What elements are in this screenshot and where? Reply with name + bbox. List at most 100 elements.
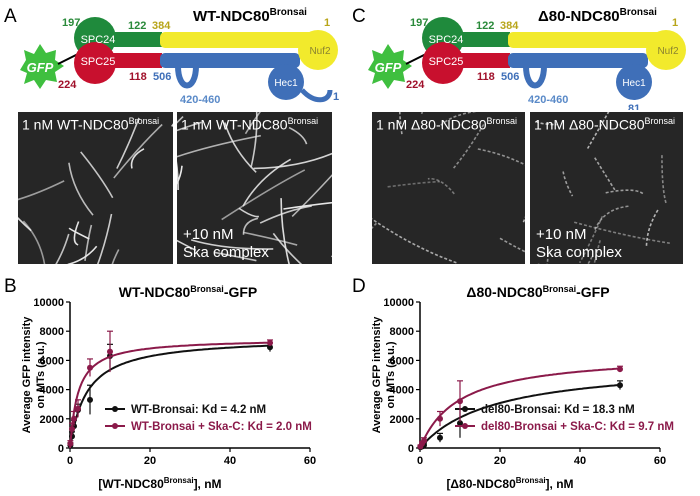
- microtubule-filament: [372, 218, 457, 264]
- num-384: 384: [152, 20, 171, 32]
- micrograph-a2: 1 nM WT-NDC80Bronsai +10 nM Ska complex: [177, 112, 332, 264]
- gfp-label: GFP: [27, 60, 54, 75]
- x-tick-label: 40: [224, 455, 236, 467]
- micrograph-a2-caption: 1 nM WT-NDC80Bronsai: [181, 116, 319, 133]
- x-tick-label: 40: [574, 455, 586, 467]
- num-118: 118: [129, 71, 147, 83]
- legend-marker: [462, 406, 468, 412]
- microtubule-filament: [427, 177, 455, 195]
- y-tick-label: 8000: [390, 326, 414, 338]
- y-tick-label: 0: [408, 443, 414, 455]
- legend-label: WT-Bronsai + Ska-C: Kd = 2.0 nM: [131, 421, 312, 433]
- y-tick-label: 4000: [390, 385, 414, 397]
- legend-marker: [462, 423, 468, 429]
- microtubule-filament: [477, 148, 525, 166]
- microtubule-filament: [573, 221, 670, 244]
- chart-title: Δ80-NDC80Bronsai-GFP: [466, 284, 609, 300]
- num-197-c: 197: [410, 17, 428, 29]
- microtubule-filament: [452, 123, 485, 170]
- y-tick-label: 0: [58, 443, 64, 455]
- num-506-c: 506: [501, 71, 519, 83]
- y-tick-label: 6000: [40, 355, 64, 367]
- num-420-460: 420-460: [180, 94, 220, 106]
- microtubule-filament: [73, 221, 80, 246]
- micrograph-a1-caption: 1 nM WT-NDC80Bronsai: [22, 116, 160, 133]
- panel-c-title-text: Δ80-NDC80: [538, 8, 620, 25]
- legend-marker: [112, 423, 118, 429]
- data-point: [87, 396, 93, 403]
- micrograph-a2-treatment: +10 nM Ska complex: [183, 226, 269, 261]
- data-point: [87, 364, 93, 371]
- data-point: [69, 426, 75, 433]
- microtubule-filament: [562, 171, 574, 197]
- y-axis-label: Average GFP intensity on MTs (a.u.): [371, 316, 397, 434]
- microtubule-filament: [190, 239, 274, 250]
- micrograph-c2-caption: 1 nM Δ80-NDC80Bronsai: [534, 116, 676, 133]
- spc25-label-c: SPC25: [429, 56, 464, 68]
- microtubule-filament: [171, 123, 173, 127]
- data-point: [71, 415, 77, 422]
- data-point: [267, 339, 273, 346]
- panel-a-letter: A: [4, 6, 17, 27]
- data-point: [107, 348, 113, 355]
- spc25-label: SPC25: [81, 56, 116, 68]
- y-tick-label: 10000: [383, 297, 414, 309]
- microtubule-filament: [291, 174, 332, 217]
- y-tick-label: 8000: [40, 326, 64, 338]
- x-axis-label: [Δ80-NDC80Bronsai], nM: [446, 476, 573, 491]
- num-tail: 1: [333, 91, 339, 103]
- microtubule-filament: [593, 156, 616, 191]
- microtubule-filament: [603, 189, 644, 195]
- num-1: 1: [324, 17, 330, 29]
- legend-label: WT-Bronsai: Kd = 4.2 nM: [131, 404, 266, 416]
- microtubule-filament: [80, 151, 114, 199]
- microtubule-filament: [387, 180, 441, 188]
- panel-c-title-sup: Bronsai: [619, 7, 657, 18]
- microtubule-filament: [578, 216, 604, 264]
- num-506: 506: [153, 71, 171, 83]
- x-tick-label: 20: [494, 455, 506, 467]
- microtubule-filament: [116, 117, 140, 169]
- x-tick-label: 60: [304, 455, 316, 467]
- chart-title: WT-NDC80Bronsai-GFP: [119, 284, 258, 300]
- microtubule-filament: [18, 217, 32, 232]
- micrograph-c1: 1 nM Δ80-NDC80Bronsai: [372, 112, 525, 264]
- chart-b: WT-NDC80Bronsai-GFP 0 2000 4000 6000 8000 1000…: [21, 284, 316, 491]
- num-197: 197: [62, 17, 80, 29]
- fit-curve: [69, 341, 271, 449]
- hec1-label-c: Hec1: [622, 78, 646, 89]
- data-point: [267, 344, 273, 351]
- microtubule-filament: [111, 249, 120, 264]
- microtubule-filament: [250, 112, 258, 168]
- spc24-label: SPC24: [81, 34, 116, 46]
- microtubule-filament: [22, 220, 46, 264]
- data-point: [437, 415, 443, 422]
- microtubule-filament: [223, 122, 257, 173]
- data-point: [617, 366, 623, 373]
- microtubule-filament: [661, 155, 668, 205]
- panel-a-schematic: GFP SPC24 SPC25 Nuf2 Hec1 197 122 384 1 …: [20, 17, 339, 106]
- y-tick-label: 2000: [390, 414, 414, 426]
- data-point: [75, 405, 81, 412]
- x-axis-label: [WT-NDC80Bronsai], nM: [98, 476, 221, 491]
- data-point: [421, 437, 427, 444]
- chart-d: Δ80-NDC80Bronsai-GFP 0 2000 4000 6000 8000 100…: [371, 284, 674, 491]
- panel-c-letter: C: [352, 6, 366, 27]
- microtubule-filament: [68, 162, 94, 216]
- num-224-c: 224: [406, 79, 425, 91]
- microtubule-filament: [522, 216, 525, 223]
- panel-d-letter: D: [352, 276, 366, 297]
- y-tick-label: 6000: [390, 355, 414, 367]
- microtubule-filament: [67, 245, 98, 264]
- microtubule-filament: [288, 126, 308, 145]
- microtubule-filament: [645, 209, 659, 246]
- microtubule-filament: [594, 205, 629, 231]
- num-420-460-c: 420-460: [528, 94, 568, 106]
- nuf2-label: Nuf2: [309, 46, 331, 57]
- num-1-c: 1: [672, 17, 678, 29]
- microtubule-filament: [177, 239, 197, 251]
- x-tick-label: 60: [654, 455, 666, 467]
- y-tick-label: 10000: [33, 297, 64, 309]
- panel-b-letter: B: [4, 276, 17, 297]
- legend-marker: [112, 406, 118, 412]
